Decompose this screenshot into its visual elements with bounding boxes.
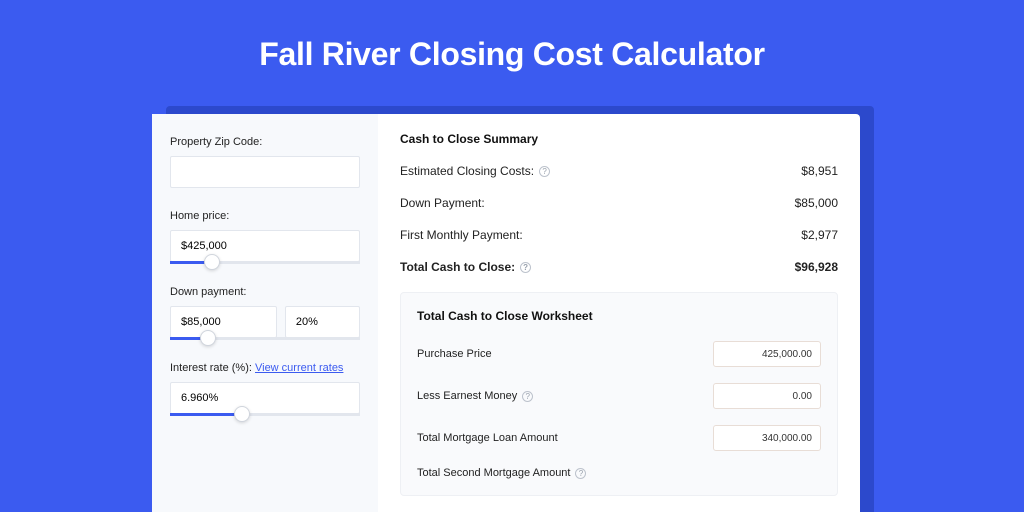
worksheet-row-earnest-money: Less Earnest Money ? xyxy=(417,383,821,409)
worksheet-label-text: Total Second Mortgage Amount xyxy=(417,467,570,479)
summary-label-text: Down Payment: xyxy=(400,196,485,210)
calculator-card: Property Zip Code: Home price: Down paym… xyxy=(152,114,860,512)
down-payment-pct-input[interactable] xyxy=(285,306,360,338)
slider-thumb[interactable] xyxy=(204,254,220,270)
help-icon[interactable]: ? xyxy=(522,391,533,402)
interest-input[interactable] xyxy=(170,382,360,414)
home-price-label: Home price: xyxy=(170,210,360,222)
interest-slider[interactable] xyxy=(170,413,360,416)
down-payment-field-group: Down payment: xyxy=(170,286,360,340)
worksheet-input-earnest-money[interactable] xyxy=(713,383,821,409)
summary-label-text: First Monthly Payment: xyxy=(400,228,523,242)
summary-row-total-cash: Total Cash to Close: ? $96,928 xyxy=(400,260,838,274)
help-icon[interactable]: ? xyxy=(539,166,550,177)
results-column: Cash to Close Summary Estimated Closing … xyxy=(378,114,860,512)
slider-fill xyxy=(170,413,242,416)
worksheet-row-mortgage-amount: Total Mortgage Loan Amount xyxy=(417,425,821,451)
summary-row-down-payment: Down Payment: $85,000 xyxy=(400,196,838,210)
home-price-slider[interactable] xyxy=(170,261,360,264)
down-payment-slider[interactable] xyxy=(170,337,360,340)
zip-label: Property Zip Code: xyxy=(170,136,360,148)
page-title: Fall River Closing Cost Calculator xyxy=(0,0,1024,73)
view-rates-link[interactable]: View current rates xyxy=(255,362,343,374)
page-background: Fall River Closing Cost Calculator Prope… xyxy=(0,0,1024,512)
help-icon[interactable]: ? xyxy=(575,468,586,479)
down-payment-label: Down payment: xyxy=(170,286,360,298)
home-price-field-group: Home price: xyxy=(170,210,360,264)
worksheet-input-purchase-price[interactable] xyxy=(713,341,821,367)
zip-input[interactable] xyxy=(170,156,360,188)
interest-label: Interest rate (%): View current rates xyxy=(170,362,360,374)
slider-thumb[interactable] xyxy=(234,406,250,422)
summary-value: $96,928 xyxy=(795,260,838,274)
summary-label-text: Estimated Closing Costs: xyxy=(400,164,534,178)
inputs-column: Property Zip Code: Home price: Down paym… xyxy=(152,114,378,512)
worksheet-row-second-mortgage: Total Second Mortgage Amount ? xyxy=(417,467,821,479)
summary-row-first-monthly: First Monthly Payment: $2,977 xyxy=(400,228,838,242)
worksheet-input-mortgage-amount[interactable] xyxy=(713,425,821,451)
summary-heading: Cash to Close Summary xyxy=(400,132,838,146)
interest-label-text: Interest rate (%): xyxy=(170,362,255,374)
worksheet-heading: Total Cash to Close Worksheet xyxy=(417,309,821,323)
summary-row-closing-costs: Estimated Closing Costs: ? $8,951 xyxy=(400,164,838,178)
worksheet-panel: Total Cash to Close Worksheet Purchase P… xyxy=(400,292,838,496)
down-payment-input[interactable] xyxy=(170,306,277,338)
worksheet-row-purchase-price: Purchase Price xyxy=(417,341,821,367)
help-icon[interactable]: ? xyxy=(520,262,531,273)
interest-field-group: Interest rate (%): View current rates xyxy=(170,362,360,416)
summary-value: $2,977 xyxy=(801,228,838,242)
summary-label-text: Total Cash to Close: xyxy=(400,260,515,274)
worksheet-label-text: Total Mortgage Loan Amount xyxy=(417,432,558,444)
home-price-input[interactable] xyxy=(170,230,360,262)
slider-thumb[interactable] xyxy=(200,330,216,346)
worksheet-label-text: Purchase Price xyxy=(417,348,492,360)
summary-value: $8,951 xyxy=(801,164,838,178)
summary-value: $85,000 xyxy=(795,196,838,210)
zip-field-group: Property Zip Code: xyxy=(170,136,360,188)
worksheet-label-text: Less Earnest Money xyxy=(417,390,517,402)
